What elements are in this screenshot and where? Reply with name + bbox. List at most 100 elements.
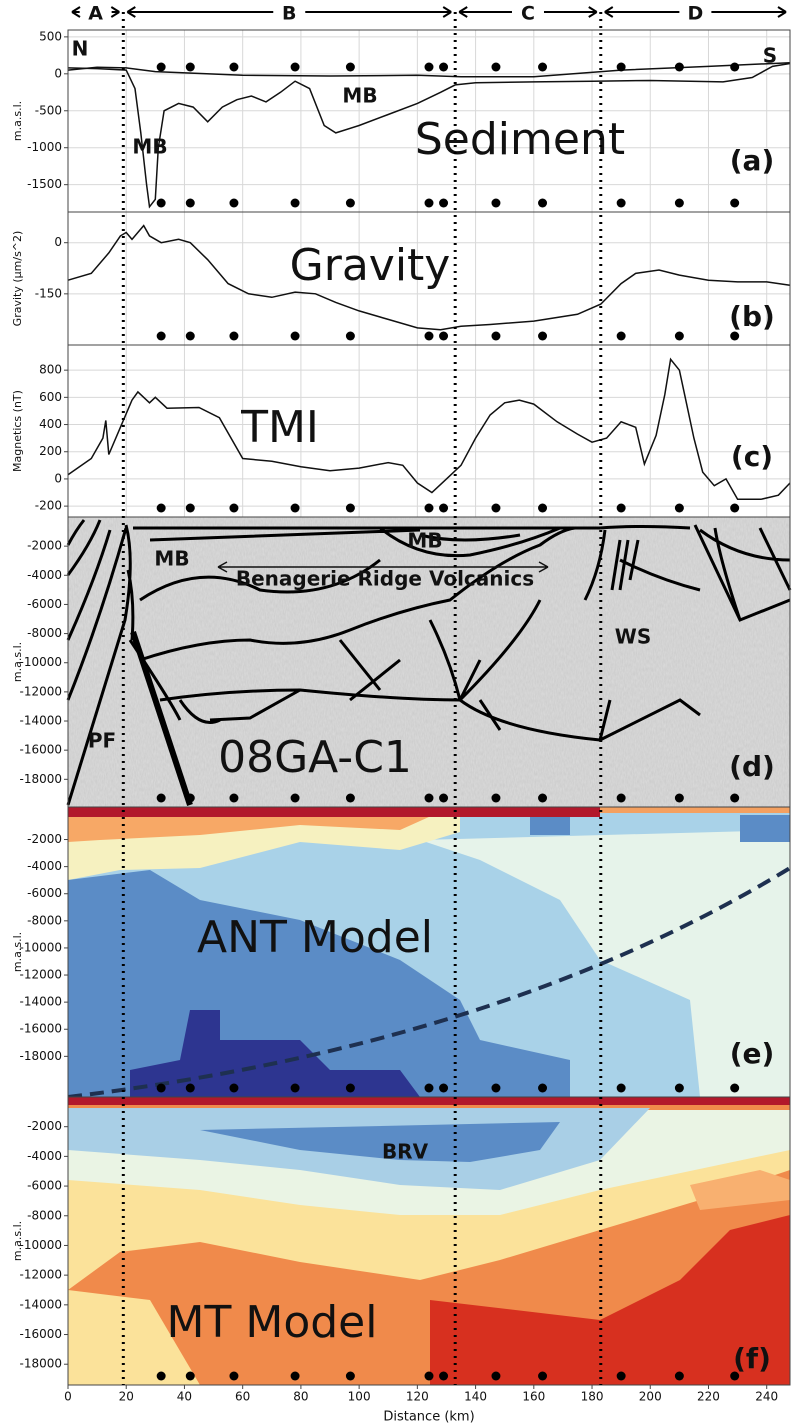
y-tick-label: -500 bbox=[35, 103, 62, 117]
station bbox=[491, 62, 501, 72]
annotation: (d) bbox=[729, 750, 775, 783]
station bbox=[290, 1083, 300, 1093]
y-tick-label: -18000 bbox=[19, 772, 62, 786]
region-label: B bbox=[282, 3, 296, 25]
station bbox=[674, 331, 684, 341]
y-tick-label: -6000 bbox=[27, 1179, 62, 1193]
annotation: (c) bbox=[731, 440, 773, 473]
station bbox=[730, 62, 740, 72]
station bbox=[538, 503, 548, 513]
station bbox=[674, 1083, 684, 1093]
data-line bbox=[67, 62, 791, 209]
station bbox=[345, 331, 355, 341]
annotation: BRV bbox=[382, 1140, 429, 1164]
x-tick-label: 40 bbox=[177, 1390, 192, 1404]
mt-model bbox=[68, 1097, 790, 1385]
annotation: MB bbox=[407, 529, 442, 553]
annotation: S bbox=[763, 44, 777, 68]
station bbox=[424, 793, 434, 803]
station bbox=[229, 1083, 239, 1093]
x-tick-label: 0 bbox=[64, 1390, 72, 1404]
station bbox=[439, 1083, 449, 1093]
y-tick-label: -12000 bbox=[19, 1268, 62, 1282]
station bbox=[345, 62, 355, 72]
station bbox=[290, 62, 300, 72]
data-line bbox=[67, 61, 791, 78]
y-axis-label: m.a.s.l. bbox=[11, 101, 24, 141]
y-tick-label: -8000 bbox=[27, 626, 62, 640]
station bbox=[156, 331, 166, 341]
annotation: 08GA-C1 bbox=[218, 732, 412, 783]
y-tick-label: -16000 bbox=[19, 743, 62, 757]
y-tick-label: 200 bbox=[39, 444, 62, 458]
y-axis-label: Magnetics (nT) bbox=[11, 390, 24, 472]
station bbox=[491, 198, 501, 208]
y-tick-label: -2000 bbox=[27, 832, 62, 846]
annotation: MT Model bbox=[167, 1297, 378, 1348]
station bbox=[538, 793, 548, 803]
y-tick-label: -18000 bbox=[19, 1049, 62, 1063]
station bbox=[491, 1083, 501, 1093]
station bbox=[290, 793, 300, 803]
station bbox=[229, 503, 239, 513]
station bbox=[730, 503, 740, 513]
y-tick-label: -18000 bbox=[19, 1357, 62, 1371]
station bbox=[616, 1083, 626, 1093]
annotation: WS bbox=[615, 625, 651, 649]
station bbox=[290, 503, 300, 513]
annotation: ANT Model bbox=[197, 912, 433, 963]
y-axis-label: m.a.s.l. bbox=[11, 642, 24, 682]
y-tick-label: 800 bbox=[39, 363, 62, 377]
annotation: Gravity bbox=[290, 240, 451, 291]
y-tick-label: -16000 bbox=[19, 1327, 62, 1341]
station bbox=[439, 1371, 449, 1381]
station bbox=[616, 331, 626, 341]
y-tick-label: -1000 bbox=[27, 140, 62, 154]
annotation: Benagerie Ridge Volcanics bbox=[236, 567, 534, 591]
x-tick-label: 240 bbox=[755, 1390, 778, 1404]
x-tick-label: 20 bbox=[119, 1390, 134, 1404]
x-tick-label: 180 bbox=[581, 1390, 604, 1404]
y-tick-label: -14000 bbox=[19, 714, 62, 728]
station bbox=[616, 503, 626, 513]
region-arrow bbox=[604, 6, 787, 18]
y-tick-label: -14000 bbox=[19, 1297, 62, 1311]
annotation: (b) bbox=[729, 300, 775, 333]
y-tick-label: 0 bbox=[54, 471, 62, 485]
y-axis-label: m.a.s.l. bbox=[11, 1221, 24, 1261]
station bbox=[730, 198, 740, 208]
y-tick-label: -6000 bbox=[27, 597, 62, 611]
station bbox=[290, 1371, 300, 1381]
annotation: MB bbox=[342, 84, 377, 108]
panel-frame bbox=[67, 1096, 791, 1386]
y-tick-label: -1500 bbox=[27, 177, 62, 191]
annotation: (f) bbox=[733, 1342, 771, 1375]
region-label: C bbox=[521, 3, 535, 25]
annotation: MB bbox=[132, 135, 167, 159]
region-arrow bbox=[71, 6, 120, 18]
station bbox=[616, 62, 626, 72]
station bbox=[345, 198, 355, 208]
station bbox=[156, 62, 166, 72]
station bbox=[229, 331, 239, 341]
y-tick-label: -8000 bbox=[27, 1208, 62, 1222]
station bbox=[674, 198, 684, 208]
station bbox=[424, 331, 434, 341]
station bbox=[439, 793, 449, 803]
y-tick-label: 500 bbox=[39, 29, 62, 43]
annotation: (e) bbox=[730, 1037, 775, 1070]
station bbox=[290, 198, 300, 208]
station bbox=[229, 62, 239, 72]
y-tick-label: -12000 bbox=[19, 684, 62, 698]
station bbox=[538, 331, 548, 341]
station bbox=[491, 331, 501, 341]
annotation: TMI bbox=[240, 402, 319, 453]
data-line bbox=[67, 224, 791, 331]
station bbox=[185, 503, 195, 513]
station bbox=[439, 198, 449, 208]
annotation: N bbox=[72, 37, 89, 61]
station bbox=[439, 503, 449, 513]
x-tick-label: 220 bbox=[697, 1390, 720, 1404]
y-tick-label: 600 bbox=[39, 390, 62, 404]
